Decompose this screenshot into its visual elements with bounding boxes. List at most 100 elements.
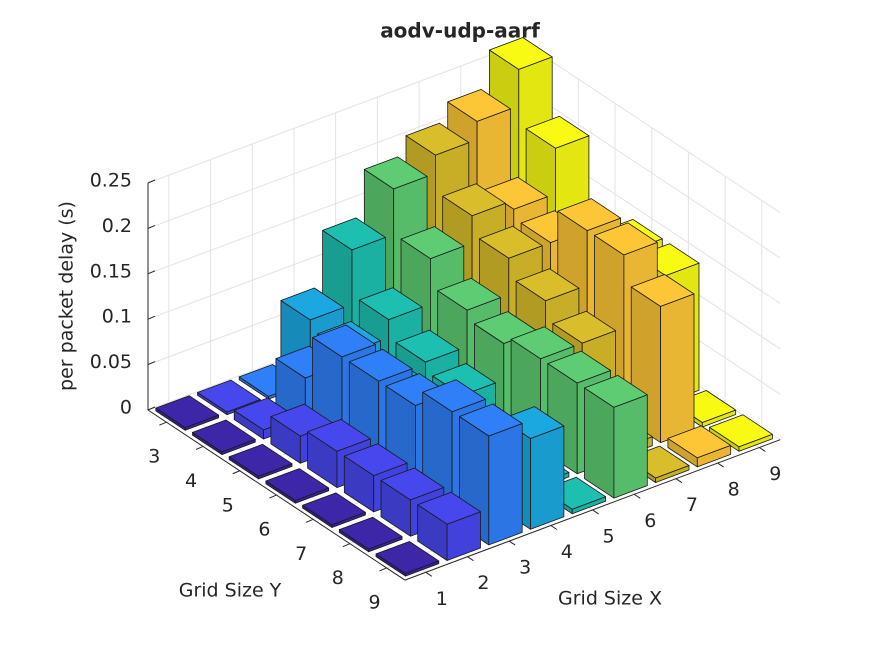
x-tick-label: 6 [644,510,656,532]
bar-face [155,395,220,429]
x-tick-label: 4 [561,541,573,563]
bar [375,541,440,577]
y-tick-label: 8 [332,567,344,589]
bar-face [302,492,366,526]
bar-face [447,89,511,122]
z-tick [147,406,156,411]
z-tick-label: 0.1 [102,306,132,328]
bar [584,374,648,499]
bar-face [442,183,506,217]
x-tick [675,478,683,484]
z-tick-label: 0.05 [90,351,132,373]
bar-face [630,274,695,307]
z-tick-label: 0.2 [102,215,132,237]
y-tick [195,445,204,450]
bar-face [709,414,773,448]
bar [228,443,293,480]
chart-title: aodv-udp-aarf [380,19,540,43]
bar-face [660,293,695,444]
bar-face [375,541,440,574]
x-axis-label: Grid Size X [558,588,662,610]
z-tick [147,361,156,366]
z-axis-label: per packet delay (s) [56,201,78,391]
bar-face [594,222,658,256]
bar [709,414,773,452]
bar-face [358,287,423,321]
y-tick [159,421,167,426]
y-tick [232,470,240,475]
bar-face [395,329,460,363]
z-tick-label: 0.15 [90,260,132,282]
bar-face [322,217,386,251]
y-tick-label: 4 [185,470,197,492]
z-tick [147,224,156,229]
y-tick-label: 3 [148,446,160,468]
y-tick-label: 6 [258,519,270,541]
bar-face [552,310,616,344]
bar-face [667,425,732,459]
bar-face [488,423,523,546]
y-tick [305,518,314,523]
bar-face [312,324,376,358]
z-tick-label: 0.25 [90,170,132,192]
bar-face [422,379,486,413]
z-tick [147,315,156,320]
x-tick-label: 5 [603,525,615,547]
z-tick [147,179,156,184]
bar-face [197,379,261,413]
bar-face [380,467,445,501]
x-tick [508,540,516,546]
x-tick [759,447,766,452]
y-tick [342,543,351,548]
x-tick-label: 8 [728,479,740,501]
x-tick [425,571,433,577]
bar-face [417,491,481,525]
bar-face [265,468,330,501]
x-tick [717,462,724,468]
x-tick [467,556,474,562]
bar [667,425,732,468]
bar-face [458,403,523,437]
z-tick-label: 0 [120,397,132,419]
bar-face [307,418,371,452]
y-tick [379,567,387,572]
bar-face [584,374,648,408]
x-tick-label: 3 [519,557,531,579]
bar-face [525,115,590,149]
bar [302,492,366,528]
bar-face [400,226,465,260]
bar-face [437,277,501,311]
bar-face [488,37,553,70]
bar-face [338,516,403,550]
z-tick [147,270,156,275]
bar [338,516,403,553]
bar-face [348,348,413,382]
bar-face [478,225,543,259]
bar [417,491,481,561]
y-tick-label: 5 [222,494,234,516]
bar [265,468,330,504]
bar [192,419,256,456]
bar-face [343,443,408,477]
bar-face [405,122,470,156]
x-tick [633,493,641,499]
bar-face [613,394,648,499]
y-tick-label: 9 [369,591,381,613]
bar-face [280,287,345,321]
x-tick-label: 1 [436,588,448,610]
y-tick [269,494,277,499]
bar-face [363,156,428,190]
y-axis-label: Grid Size Y [179,580,282,602]
bar-face [530,425,565,530]
x-tick [550,525,558,530]
x-tick-label: 2 [477,572,489,594]
bar-face [228,443,293,477]
bar [155,395,220,431]
bar-face [557,198,621,232]
bar-face [192,419,256,453]
x-tick-label: 7 [686,494,698,516]
bar-face [547,350,611,384]
x-tick [592,509,599,515]
bar-face [510,326,575,360]
